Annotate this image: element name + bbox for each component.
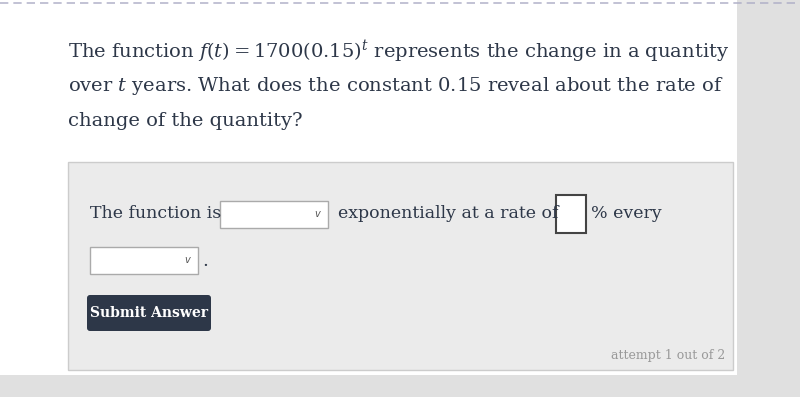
FancyBboxPatch shape [90, 247, 198, 274]
FancyBboxPatch shape [68, 162, 733, 370]
Text: .: . [202, 252, 208, 270]
FancyBboxPatch shape [0, 375, 737, 397]
Text: The function is: The function is [90, 206, 222, 222]
FancyBboxPatch shape [737, 0, 800, 397]
Text: v: v [314, 209, 320, 219]
Text: change of the quantity?: change of the quantity? [68, 112, 302, 130]
Text: Submit Answer: Submit Answer [90, 306, 208, 320]
Text: The function $f(t) = 1700(0.15)^t$ represents the change in a quantity: The function $f(t) = 1700(0.15)^t$ repre… [68, 38, 729, 65]
Text: exponentially at a rate of: exponentially at a rate of [338, 206, 558, 222]
FancyBboxPatch shape [556, 195, 586, 233]
FancyBboxPatch shape [87, 295, 211, 331]
Text: attempt 1 out of 2: attempt 1 out of 2 [610, 349, 725, 362]
Text: over $t$ years. What does the constant 0.15 reveal about the rate of: over $t$ years. What does the constant 0… [68, 75, 724, 97]
Text: % every: % every [591, 206, 662, 222]
Text: v: v [184, 255, 190, 265]
FancyBboxPatch shape [220, 200, 328, 227]
